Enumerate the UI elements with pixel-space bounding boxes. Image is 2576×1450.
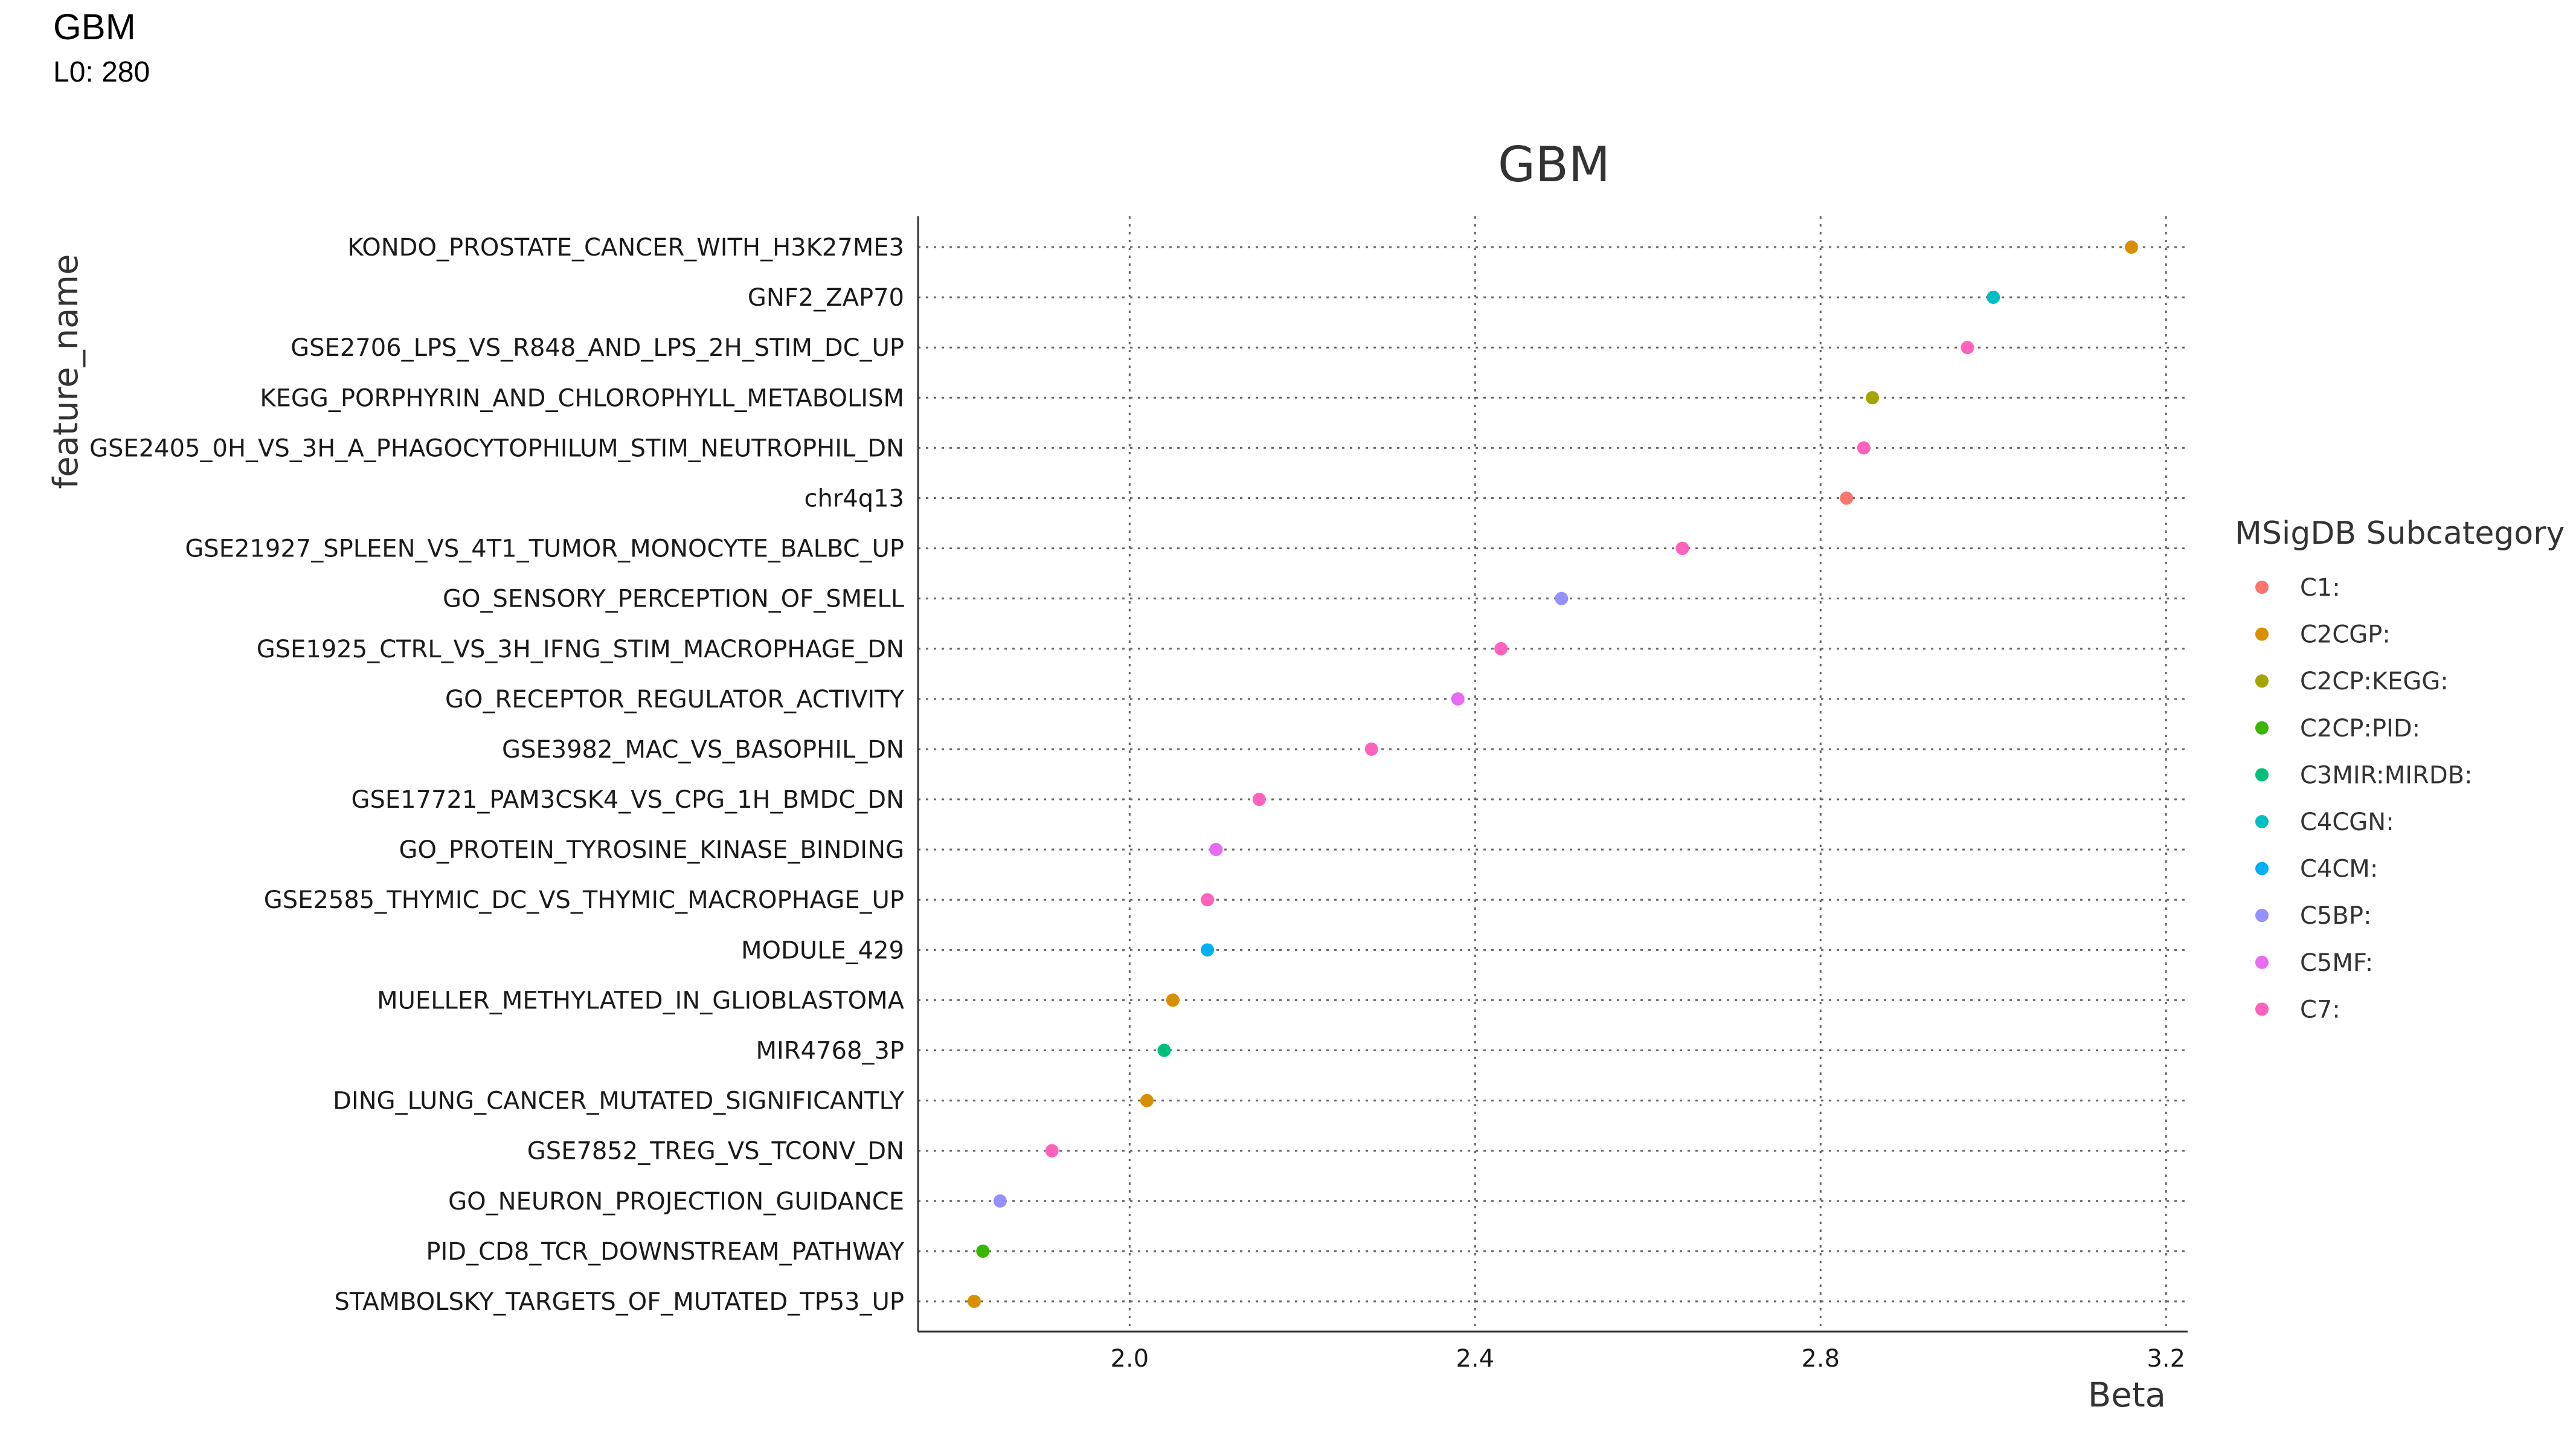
y-tick-label: STAMBOLSKY_TARGETS_OF_MUTATED_TP53_UP <box>334 1288 904 1316</box>
legend-key-dot <box>2255 1002 2269 1016</box>
y-tick-label: MIR4768_3P <box>756 1037 904 1065</box>
legend-item-label: C1: <box>2300 574 2340 602</box>
legend-key-dot <box>2255 955 2269 969</box>
y-tick-label: GSE7852_TREG_VS_TCONV_DN <box>527 1138 904 1165</box>
legend: MSigDB Subcategory C1: C2CGP: C2CP:KEGG: C2… <box>2235 515 2565 1023</box>
data-point <box>1494 642 1508 656</box>
y-tick-label: GSE3982_MAC_VS_BASOPHIL_DN <box>502 736 904 764</box>
legend-key-dot <box>2255 721 2269 735</box>
y-tick-label: GSE17721_PAM3CSK4_VS_CPG_1H_BMDC_DN <box>351 786 904 814</box>
x-tick-label: 2.0 <box>1111 1345 1149 1373</box>
data-point <box>1555 591 1569 605</box>
y-tick-label: DING_LUNG_CANCER_MUTATED_SIGNIFICANTLY <box>333 1088 904 1115</box>
legend-item-label: C3MIR:MIRDB: <box>2300 761 2473 789</box>
data-point <box>1201 893 1215 907</box>
y-tick-label: GO_RECEPTOR_REGULATOR_ACTIVITY <box>445 686 905 714</box>
data-point <box>1201 943 1215 957</box>
y-tick-label: GO_NEURON_PROJECTION_GUIDANCE <box>448 1188 904 1216</box>
data-point <box>1252 793 1266 807</box>
data-point <box>976 1244 990 1258</box>
data-points <box>967 240 2139 1308</box>
data-point <box>1987 291 2000 304</box>
legend-key-dot <box>2255 768 2269 782</box>
legend-key-dot <box>2255 862 2269 875</box>
legend-key-dot <box>2255 581 2269 594</box>
legend-title: MSigDB Subcategory <box>2235 515 2565 552</box>
y-axis-label: feature_name <box>47 254 86 489</box>
y-tick-label: GSE2585_THYMIC_DC_VS_THYMIC_MACROPHAGE_U… <box>264 886 904 914</box>
data-point <box>1209 843 1223 857</box>
chart-title: GBM <box>1498 137 1610 193</box>
legend-key-dot <box>2255 909 2269 923</box>
page-subtitle: L0: 280 <box>53 56 150 88</box>
x-tick-labels: 2.0 2.4 2.8 3.2 <box>1111 1345 2186 1373</box>
x-tick-label: 2.8 <box>1801 1345 1840 1373</box>
data-point <box>1866 391 1880 405</box>
x-tick-label: 2.4 <box>1456 1345 1494 1373</box>
y-tick-label: GNF2_ZAP70 <box>748 284 904 312</box>
y-tick-label: GO_SENSORY_PERCEPTION_OF_SMELL <box>443 585 905 613</box>
legend-key-dot <box>2255 627 2269 641</box>
y-tick-label: MODULE_429 <box>741 936 904 964</box>
legend-item-label: C4CGN: <box>2300 808 2394 836</box>
axes <box>917 216 2188 1333</box>
data-point <box>1451 692 1465 706</box>
data-point <box>993 1194 1007 1208</box>
data-point <box>1840 491 1854 505</box>
legend-item-label: C2CGP: <box>2300 621 2391 649</box>
data-point <box>1364 742 1378 756</box>
data-point <box>1961 341 1974 355</box>
legend-item-label: C2CP:PID: <box>2300 715 2420 743</box>
data-point <box>1675 541 1689 555</box>
y-tick-label: GSE1925_CTRL_VS_3H_IFNG_STIM_MACROPHAGE_… <box>257 636 904 663</box>
data-point <box>1157 1043 1171 1057</box>
grid-lines <box>918 216 2188 1332</box>
x-axis-label: Beta <box>2088 1376 2166 1415</box>
legend-item-label: C7: <box>2300 996 2340 1023</box>
legend-item-label: C5BP: <box>2300 902 2371 930</box>
y-tick-labels: KONDO_PROSTATE_CANCER_WITH_H3K27ME3 GNF2_… <box>89 234 905 1316</box>
legend-item-label: C2CP:KEGG: <box>2300 668 2449 695</box>
y-tick-label: GO_PROTEIN_TYROSINE_KINASE_BINDING <box>399 836 904 864</box>
data-point <box>2125 240 2139 254</box>
y-tick-label: PID_CD8_TCR_DOWNSTREAM_PATHWAY <box>426 1238 904 1266</box>
legend-key-dot <box>2255 674 2269 688</box>
data-point <box>967 1295 981 1308</box>
legend-key-dot <box>2255 815 2269 828</box>
y-tick-label: GSE2706_LPS_VS_R848_AND_LPS_2H_STIM_DC_U… <box>291 334 904 362</box>
data-point <box>1045 1144 1059 1158</box>
y-tick-label: GSE21927_SPLEEN_VS_4T1_TUMOR_MONOCYTE_BA… <box>185 535 904 563</box>
data-point <box>1140 1094 1154 1107</box>
y-tick-label: KEGG_PORPHYRIN_AND_CHLOROPHYLL_METABOLIS… <box>260 384 904 412</box>
y-tick-label: KONDO_PROSTATE_CANCER_WITH_H3K27ME3 <box>347 234 904 262</box>
y-tick-label: MUELLER_METHYLATED_IN_GLIOBLASTOMA <box>377 987 905 1014</box>
data-point <box>1166 993 1180 1007</box>
y-tick-label: GSE2405_0H_VS_3H_A_PHAGOCYTOPHILUM_STIM_… <box>89 434 904 462</box>
page-title: GBM <box>53 7 136 47</box>
legend-item-label: C4CM: <box>2300 856 2378 883</box>
y-tick-label: chr4q13 <box>804 485 904 512</box>
x-tick-label: 3.2 <box>2147 1345 2185 1373</box>
data-point <box>1857 441 1871 455</box>
legend-item-label: C5MF: <box>2300 949 2373 977</box>
